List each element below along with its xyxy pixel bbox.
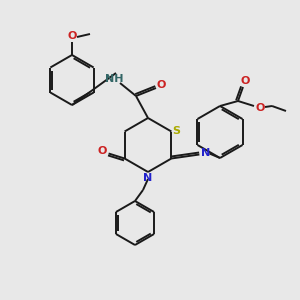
Text: S: S xyxy=(172,127,180,136)
Text: O: O xyxy=(156,80,166,90)
Text: O: O xyxy=(98,146,107,157)
Text: N: N xyxy=(143,173,153,183)
Text: N: N xyxy=(201,148,210,158)
Text: NH: NH xyxy=(105,74,123,84)
Text: O: O xyxy=(240,76,250,86)
Text: O: O xyxy=(255,103,265,113)
Text: O: O xyxy=(67,31,77,41)
